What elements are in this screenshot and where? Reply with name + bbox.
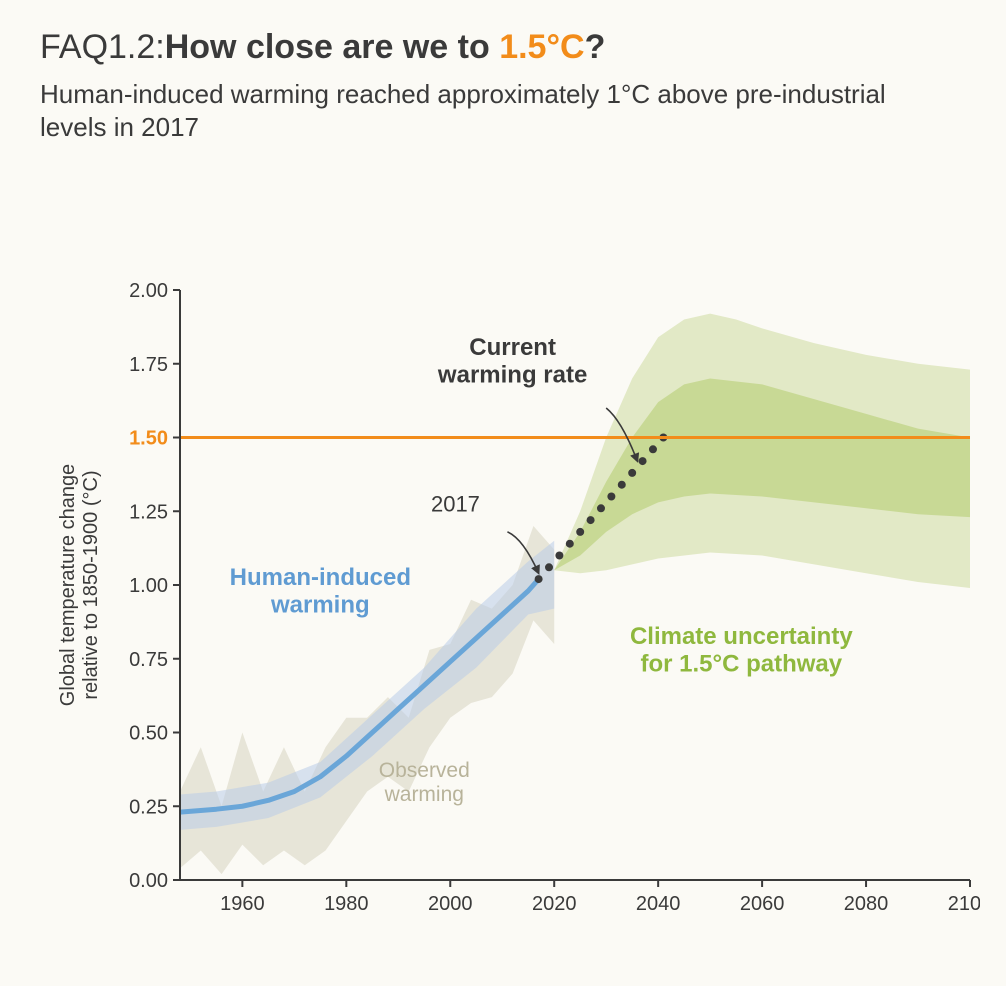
page-subtitle: Human-induced warming reached approximat… [40, 78, 940, 143]
projection-dot [597, 504, 605, 512]
x-tick-label: 1980 [324, 893, 369, 915]
x-tick-label: 2060 [740, 893, 785, 915]
projection-dot [618, 481, 626, 489]
chart-container: 0.00 0.25 0.50 0.75 1.00 1.25 1.50 1.75 2.00 1960… [40, 270, 980, 950]
projection-dot [576, 528, 584, 536]
title-bold-after: ? [585, 28, 606, 66]
x-tick-label: 2100 [948, 893, 980, 915]
page: FAQ1.2:How close are we to 1.5°C? Human-… [0, 0, 1006, 986]
projection-dot [639, 457, 647, 465]
title-faq-prefix: FAQ1.2: [40, 28, 165, 66]
projection-dot [607, 493, 615, 501]
projection-dot [587, 516, 595, 524]
projection-dot [555, 552, 563, 560]
projection-dot [545, 563, 553, 571]
projection-dot [535, 575, 543, 583]
x-tick-label: 2020 [532, 893, 577, 915]
page-title: FAQ1.2:How close are we to 1.5°C? [40, 28, 605, 67]
annotation-uncertainty-label: Climate uncertaintyfor 1.5°C pathway [630, 623, 853, 678]
annotation-human-induced-label: Human-inducedwarming [230, 564, 411, 619]
annotation-observed-label: Observedwarming [379, 759, 470, 806]
y-tick-label: 1.50 [129, 428, 168, 450]
y-tick-label: 0.50 [129, 723, 168, 745]
annotation-current-rate-label: Currentwarming rate [437, 334, 587, 389]
projection-dot [628, 469, 636, 477]
warming-chart: 0.00 0.25 0.50 0.75 1.00 1.25 1.50 1.75 2.00 1960… [40, 270, 980, 950]
title-accent: 1.5°C [499, 28, 584, 66]
y-tick-label: 1.00 [129, 575, 168, 597]
annotation-2017-label: 2017 [431, 491, 480, 516]
y-tick-label: 1.25 [129, 501, 168, 523]
title-bold-before: How close are we to [165, 28, 499, 66]
projection-dot [566, 540, 574, 548]
y-tick-label: 0.25 [129, 796, 168, 818]
x-tick-label: 1960 [220, 893, 264, 915]
y-tick-label: 1.75 [129, 354, 168, 376]
x-tick-label: 2080 [844, 893, 889, 915]
projection-dot [649, 445, 657, 453]
y-axis-label: Global temperature changerelative to 185… [57, 464, 102, 706]
x-tick-label: 2000 [428, 893, 473, 915]
y-tick-label: 0.75 [129, 649, 168, 671]
y-tick-label: 0.00 [129, 870, 168, 892]
y-tick-label: 2.00 [129, 280, 168, 302]
x-tick-label: 2040 [636, 893, 681, 915]
